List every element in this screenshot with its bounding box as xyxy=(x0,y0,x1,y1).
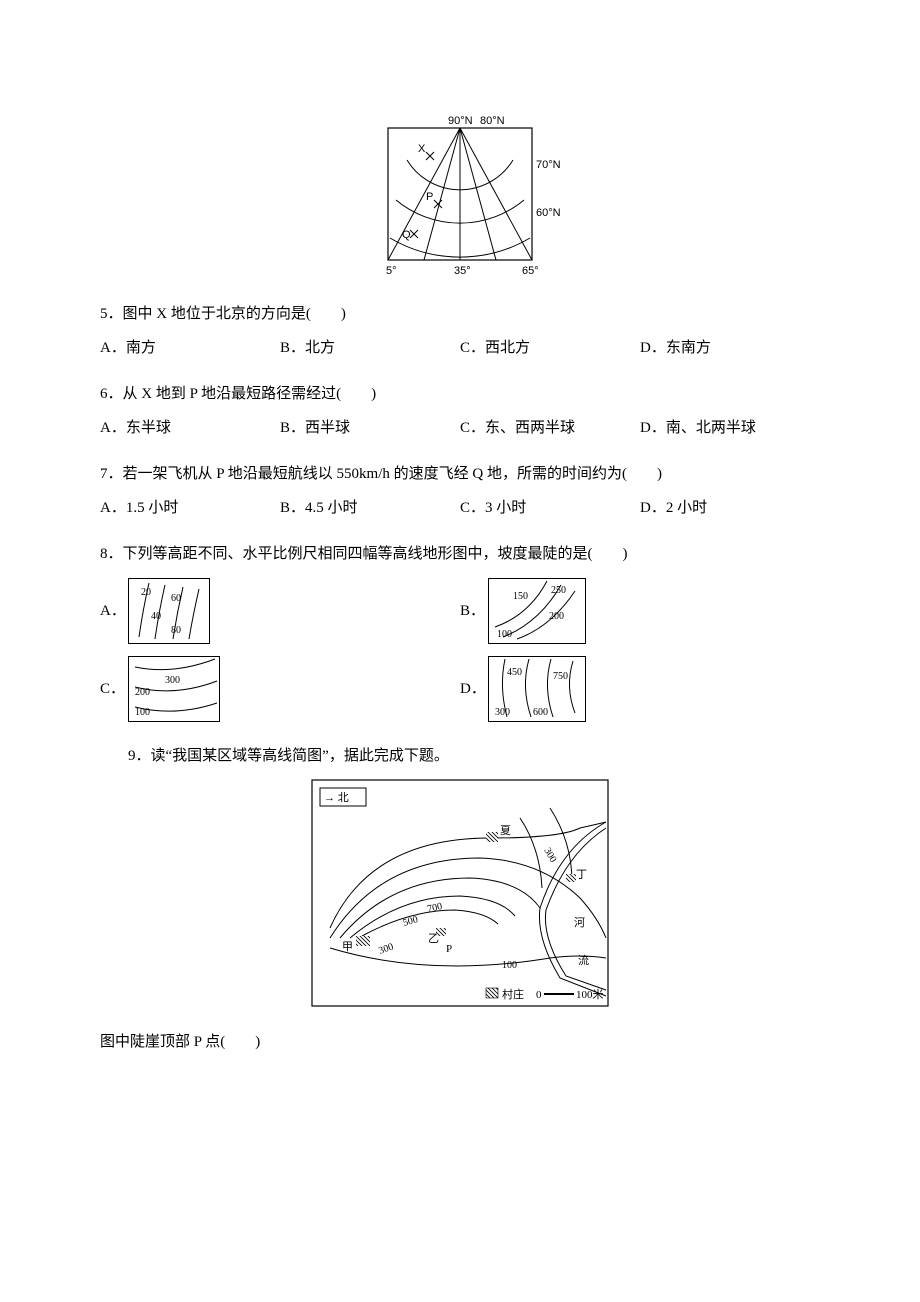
q8-b-val-1: 150 xyxy=(513,591,528,602)
q7-opt-c: C．3 小时 xyxy=(460,496,640,520)
q8-b-val-0: 100 xyxy=(497,629,512,640)
q6-opt-c: C．东、西两半球 xyxy=(460,416,640,440)
q8-a-val-1: 40 xyxy=(151,611,161,622)
q8-a-val-2: 60 xyxy=(171,593,181,604)
label-X: X xyxy=(418,143,426,155)
label-80n: 80°N xyxy=(480,115,505,127)
q8-b-val-2: 200 xyxy=(549,611,564,622)
question-5: 5．图中 X 地位于北京的方向是( ) xyxy=(100,302,820,326)
label-70n: 70°N xyxy=(536,159,560,171)
q8-b-val-3: 250 xyxy=(551,585,566,596)
figure-contour-map: → 北 xyxy=(100,778,820,1008)
q8-b-figure: 100 150 200 250 xyxy=(488,578,586,644)
question-9: 图中陡崖顶部 P 点( ) xyxy=(100,1030,820,1054)
q8-d-label: D． xyxy=(460,677,488,701)
q8-row-1: A． 20 40 60 80 B． xyxy=(100,578,820,644)
q7-opt-a: A．1.5 小时 xyxy=(100,496,280,520)
question-9-intro: 9．读“我国某区域等高线简图”，据此完成下题。 xyxy=(128,744,820,768)
q8-c-figure: 100 200 300 xyxy=(128,656,220,722)
label-ding: 丁 xyxy=(576,869,587,881)
contour-100: 100 xyxy=(502,960,517,971)
q5-opt-c: C．西北方 xyxy=(460,336,640,360)
q5-opt-b: B．北方 xyxy=(280,336,460,360)
label-jia: 甲 xyxy=(342,941,353,953)
question-6-options: A．东半球 B．西半球 C．东、西两半球 D．南、北两半球 xyxy=(100,416,820,440)
question-6: 6．从 X 地到 P 地沿最短路径需经过( ) xyxy=(100,382,820,406)
q8-c-val-1: 200 xyxy=(135,687,150,698)
label-90n: 90°N xyxy=(448,115,473,127)
q8-d-val-2: 600 xyxy=(533,707,548,718)
label-60n: 60°N xyxy=(536,207,560,219)
q6-opt-a: A．东半球 xyxy=(100,416,280,440)
q8-b-label: B． xyxy=(460,599,488,623)
scale-0: 0 xyxy=(536,989,542,1001)
north-label: → 北 xyxy=(324,791,349,804)
label-river2: 流 xyxy=(578,953,589,967)
question-8: 8．下列等高距不同、水平比例尺相同四幅等高线地形图中，坡度最陡的是( ) xyxy=(100,542,820,566)
q7-opt-b: B．4.5 小时 xyxy=(280,496,460,520)
label-yi: 乙 xyxy=(428,932,439,945)
label-35: 35° xyxy=(454,265,471,277)
label-P: P xyxy=(446,943,452,955)
q8-d-val-0: 300 xyxy=(495,707,510,718)
q8-a-val-3: 80 xyxy=(171,625,181,636)
question-5-options: A．南方 B．北方 C．西北方 D．东南方 xyxy=(100,336,820,360)
legend-village: 村庄 xyxy=(502,987,524,1001)
q6-opt-b: B．西半球 xyxy=(280,416,460,440)
label-xia: 夏 xyxy=(500,824,511,837)
q6-opt-d: D．南、北两半球 xyxy=(640,416,820,440)
label-65: 65° xyxy=(522,265,539,277)
figure-polar-grid: 90°N 80°N 70°N 60°N 5° 35° 65° X P Q xyxy=(100,110,820,280)
q8-a-label: A． xyxy=(100,599,128,623)
q8-row-2: C． 100 200 300 D． xyxy=(100,656,820,722)
q8-c-label: C． xyxy=(100,677,128,701)
question-7: 7．若一架飞机从 P 地沿最短航线以 550km/h 的速度飞经 Q 地，所需的… xyxy=(100,462,820,486)
q8-c-val-0: 100 xyxy=(135,707,150,718)
q8-a-val-0: 20 xyxy=(141,587,151,598)
label-river1: 河 xyxy=(574,916,585,929)
q7-opt-d: D．2 小时 xyxy=(640,496,820,520)
q8-a-figure: 20 40 60 80 xyxy=(128,578,210,644)
q8-d-figure: 300 450 600 750 xyxy=(488,656,586,722)
q5-opt-d: D．东南方 xyxy=(640,336,820,360)
q5-opt-a: A．南方 xyxy=(100,336,280,360)
q8-d-val-1: 450 xyxy=(507,667,522,678)
label-Q: Q xyxy=(402,229,411,241)
question-7-options: A．1.5 小时 B．4.5 小时 C．3 小时 D．2 小时 xyxy=(100,496,820,520)
scale-100: 100米 xyxy=(576,988,604,1001)
q8-c-val-2: 300 xyxy=(165,675,180,686)
label-5: 5° xyxy=(386,265,397,277)
q8-d-val-3: 750 xyxy=(553,671,568,682)
label-P: P xyxy=(426,191,433,203)
